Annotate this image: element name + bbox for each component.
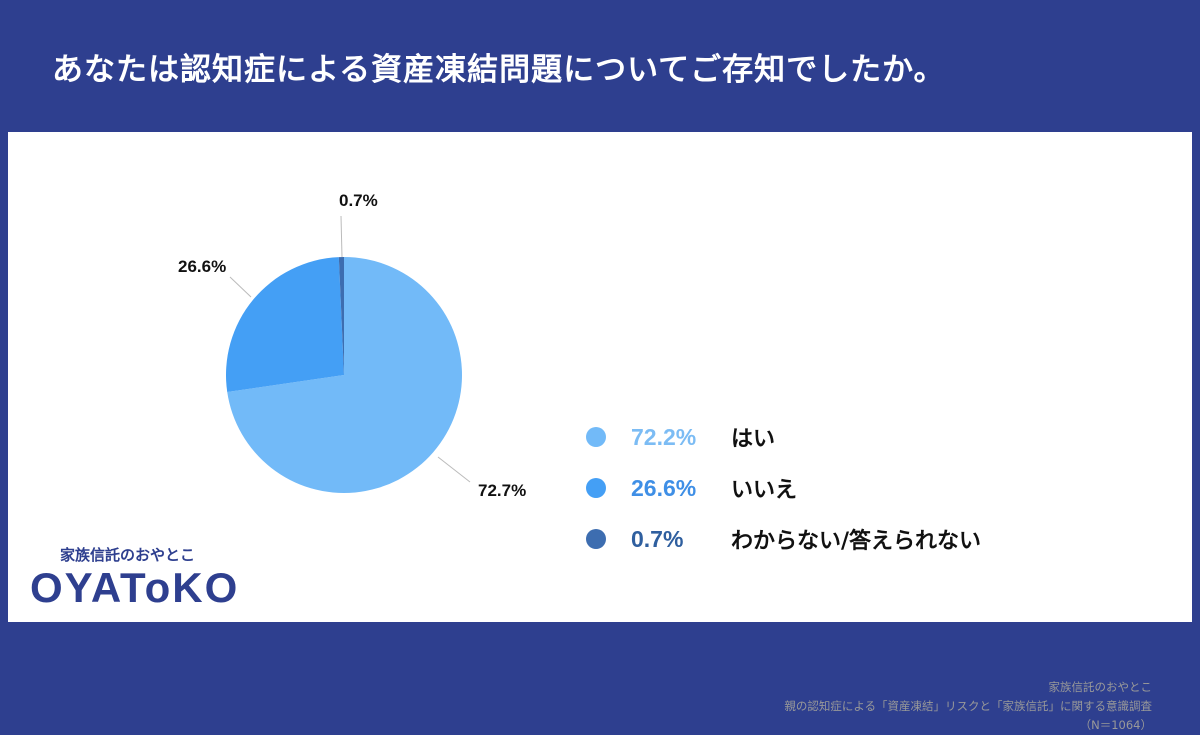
- legend-value: 0.7%: [631, 525, 684, 552]
- source-line-1: 家族信託のおやとこ: [1048, 680, 1153, 694]
- legend-item: 0.7% わからない/答えられない: [586, 522, 981, 556]
- pie-slice-no: [225, 257, 344, 392]
- source-note: 家族信託のおやとこ 親の認知症による「資産凍結」リスクと「家族信託」に関する意識…: [632, 678, 1152, 735]
- pie-data-label: 0.7%: [339, 191, 378, 210]
- legend-swatch: [586, 427, 606, 447]
- header-bar: あなたは認知症による資産凍結問題についてご存知でしたか。: [0, 0, 1200, 132]
- brand-logo: 家族信託のおやとこ OYAToKO: [30, 544, 239, 611]
- legend-label: いいえ: [731, 478, 798, 503]
- pie-data-label: 26.6%: [178, 257, 226, 276]
- legend-item: 26.6% いいえ: [586, 471, 981, 505]
- logo-wordmark: OYAToKO: [30, 564, 240, 611]
- legend-value: 72.2%: [631, 423, 697, 450]
- legend-label: わからない/答えられない: [731, 529, 982, 554]
- legend-item: 72.2% はい: [586, 420, 981, 454]
- leader-line: [340, 215, 343, 258]
- legend-label: はい: [731, 427, 776, 452]
- legend-value: 26.6%: [631, 474, 697, 501]
- pie-chart: 72.7% 26.6% 0.7%: [178, 191, 526, 500]
- page-title: あなたは認知症による資産凍結問題についてご存知でしたか。: [52, 52, 946, 88]
- chart-panel: 72.7% 26.6% 0.7% 72.2% はい 26.6% いいえ 0.7% わからない/…: [8, 132, 1192, 732]
- pie-slice-unknown: [338, 257, 344, 375]
- source-line-3: （N＝1064）: [1079, 718, 1152, 732]
- pie-slice-yes: [227, 257, 462, 493]
- legend-swatch: [586, 529, 606, 549]
- source-line-2: 親の認知症による「資産凍結」リスクと「家族信託」に関する意識調査: [784, 699, 1152, 713]
- chart-legend: 72.2% はい 26.6% いいえ 0.7% わからない/答えられない: [586, 420, 981, 573]
- leader-line: [437, 456, 471, 483]
- logo-subtitle: 家族信託のおやとこ: [60, 546, 196, 564]
- leader-line: [229, 276, 252, 298]
- pie-data-label: 72.7%: [478, 481, 526, 500]
- legend-swatch: [586, 478, 606, 498]
